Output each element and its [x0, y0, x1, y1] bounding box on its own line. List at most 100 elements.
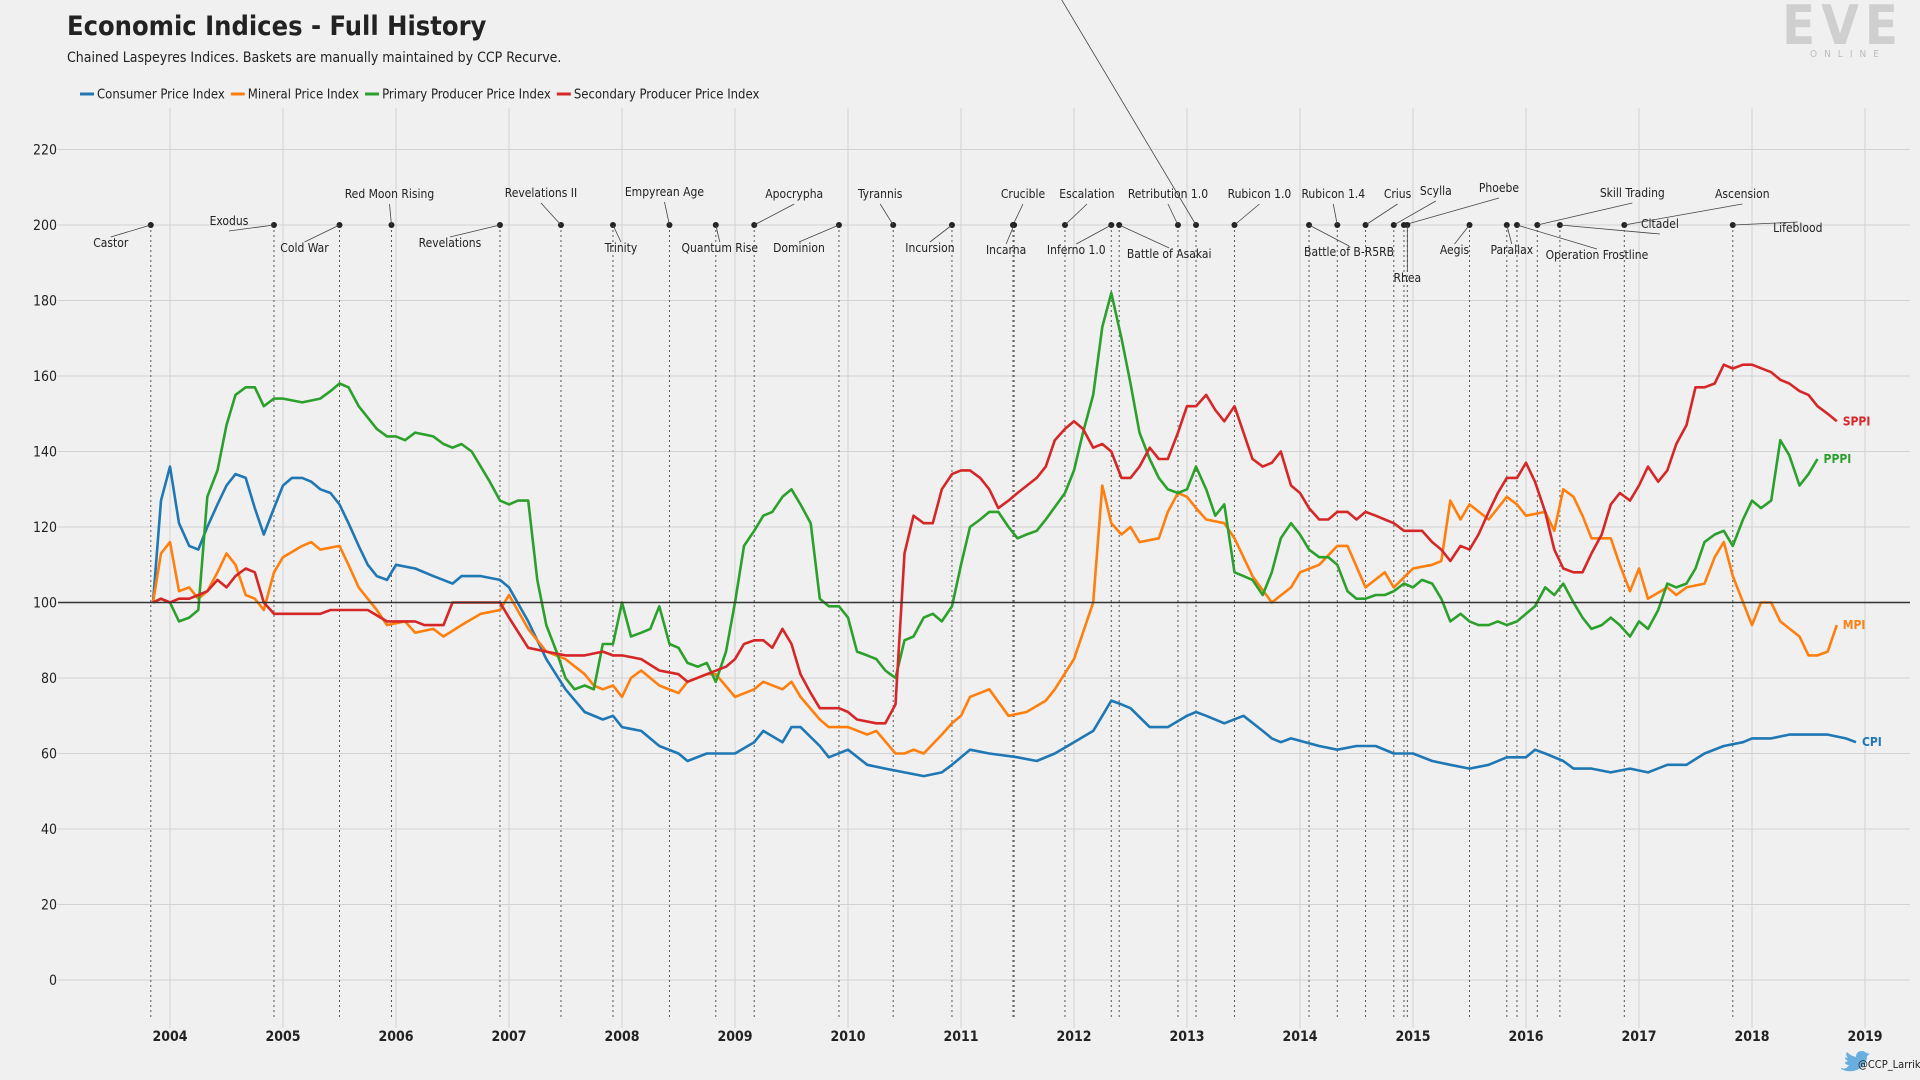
event-label: Lifeblood	[1773, 221, 1822, 235]
event-leader	[1012, 203, 1024, 226]
event-leader	[1061, 0, 1197, 226]
event-label: Apocrypha	[765, 187, 823, 201]
event-leader	[1119, 224, 1170, 249]
eve-logo-text: EVE	[1782, 0, 1904, 57]
event-leader	[1234, 203, 1260, 226]
event-label: Skill Trading	[1600, 186, 1665, 200]
legend-label: Consumer Price Index	[97, 88, 225, 103]
event-leader	[1365, 203, 1398, 226]
y-tick-label: 140	[33, 445, 57, 461]
event-leader	[449, 224, 501, 238]
series-line-mpi	[151, 484, 1839, 755]
x-tick-label: 2012	[1056, 1029, 1091, 1045]
y-tick-label: 80	[41, 671, 57, 687]
event-leader	[1005, 224, 1015, 245]
event-leader	[304, 224, 340, 243]
legend-label: Primary Producer Price Index	[382, 88, 551, 103]
event-label: Inferno 1.0	[1047, 243, 1106, 257]
event-label: Quantum Rise	[681, 241, 758, 255]
event-label: Red Moon Rising	[345, 187, 435, 201]
event-label: Trinity	[604, 241, 638, 255]
credit-handle: @CCP_Larrikin	[1858, 1058, 1920, 1071]
event-leader	[1393, 200, 1436, 226]
eve-logo: EVE ONLINE	[1782, 0, 1904, 60]
event-leader	[1537, 202, 1633, 226]
event-label: Crucible	[1001, 187, 1046, 201]
x-tick-label: 2018	[1734, 1029, 1769, 1045]
twitter-credit: @CCP_Larrikin	[1841, 1051, 1920, 1072]
event-label: Scylla	[1420, 184, 1452, 198]
series-end-label-cpi: CPI	[1862, 735, 1882, 749]
event-label: Rhea	[1394, 271, 1422, 285]
chart-series: CPI MPI PPPI SPPI	[151, 291, 1882, 778]
y-tick-label: 0	[49, 973, 57, 989]
series-line-pppi	[152, 291, 1819, 691]
event-leader	[1332, 203, 1338, 226]
event-label: Rubicon 1.0	[1228, 187, 1292, 201]
x-tick-label: 2017	[1621, 1029, 1656, 1045]
event-label: Castor	[93, 236, 129, 250]
event-leader	[1624, 203, 1743, 226]
y-tick-label: 60	[41, 747, 57, 763]
x-tick-label: 2004	[152, 1029, 187, 1045]
x-tick-label: 2015	[1395, 1029, 1430, 1045]
x-tick-label: 2009	[717, 1029, 752, 1045]
y-tick-label: 160	[33, 369, 57, 385]
event-leader	[879, 203, 894, 226]
event-label: Cold War	[280, 241, 329, 255]
event-label: Citadel	[1641, 217, 1679, 231]
x-tick-label: 2019	[1847, 1029, 1882, 1045]
event-leader	[1516, 224, 1598, 250]
series-end-label-sppi: SPPI	[1843, 414, 1871, 428]
legend-label: Mineral Price Index	[248, 88, 359, 103]
event-label: Incursion	[905, 241, 954, 255]
event-label: Revelations II	[505, 186, 577, 200]
event-label: Phoebe	[1479, 181, 1519, 195]
event-leader	[1308, 224, 1350, 247]
chart-gridlines	[58, 108, 1910, 1028]
x-tick-label: 2008	[604, 1029, 639, 1045]
chart-subtitle: Chained Laspeyres Indices. Baskets are m…	[67, 50, 561, 66]
x-tick-label: 2006	[378, 1029, 413, 1045]
y-tick-label: 200	[33, 218, 57, 234]
y-tick-label: 120	[33, 520, 57, 536]
x-tick-label: 2013	[1169, 1029, 1204, 1045]
x-tick-label: 2016	[1508, 1029, 1543, 1045]
event-leader	[1076, 224, 1112, 245]
event-label: Escalation	[1059, 187, 1114, 201]
event-leader	[715, 224, 721, 243]
twitter-bird-icon	[1841, 1051, 1870, 1072]
event-leader	[228, 224, 275, 232]
chart-axes: 0 20 40 60 80 100 120 140 160 180 200 220 2004 2005 20…	[33, 143, 1910, 1045]
event-leader	[664, 201, 670, 226]
x-tick-label: 2010	[830, 1029, 865, 1045]
x-tick-label: 2007	[491, 1029, 526, 1045]
event-leader	[110, 224, 151, 238]
y-tick-label: 180	[33, 294, 57, 310]
event-leader	[540, 202, 562, 226]
event-leader	[1064, 203, 1088, 226]
event-leader	[1506, 224, 1513, 245]
x-tick-label: 2014	[1282, 1029, 1317, 1045]
event-leader	[1167, 203, 1179, 226]
event-label: Crius	[1384, 187, 1412, 201]
x-tick-label: 2005	[265, 1029, 300, 1045]
event-leader	[798, 224, 840, 243]
series-line-sppi	[152, 363, 1838, 725]
series-end-label-pppi: PPPI	[1824, 452, 1852, 466]
y-tick-label: 40	[41, 822, 57, 838]
series-line-cpi	[151, 465, 1857, 778]
y-tick-label: 20	[41, 898, 57, 914]
event-leader	[1559, 224, 1660, 235]
chart-title: Economic Indices - Full History	[67, 11, 487, 42]
event-markers: Castor Exodus Cold War Red Moon Rising Revel…	[93, 0, 1822, 1018]
event-label: Tyrannis	[857, 187, 903, 201]
event-leader	[929, 224, 953, 243]
y-tick-label: 220	[33, 143, 57, 159]
event-label: Parallax	[1490, 243, 1533, 257]
event-leader	[1403, 197, 1500, 226]
event-label: Aegis	[1440, 243, 1470, 257]
event-leader	[754, 203, 795, 226]
event-label: Revelations	[419, 236, 482, 250]
